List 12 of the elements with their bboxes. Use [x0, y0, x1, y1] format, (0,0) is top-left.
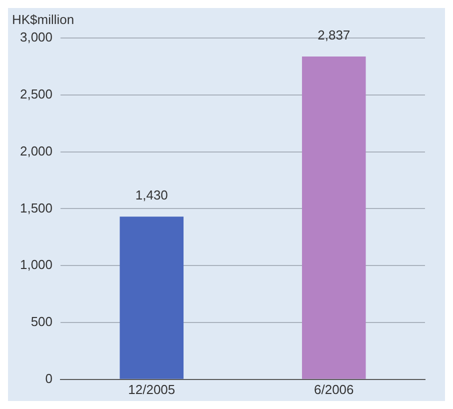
y-tick-label: 500: [30, 314, 53, 330]
x-tick-label: 12/2005: [128, 382, 176, 397]
y-tick-label: 0: [45, 370, 53, 386]
data-label: 2,837: [318, 28, 350, 43]
x-tick-label: 6/2006: [314, 382, 354, 397]
y-tick-label: 2,500: [20, 86, 53, 102]
data-label: 1,430: [135, 188, 168, 203]
y-tick-label: 3,000: [20, 30, 53, 45]
y-axis-title: HK$million: [12, 12, 74, 28]
y-tick-label: 1,500: [20, 200, 53, 216]
y-tick-label: 1,000: [20, 257, 53, 272]
y-tick-label: 2,000: [20, 143, 53, 158]
